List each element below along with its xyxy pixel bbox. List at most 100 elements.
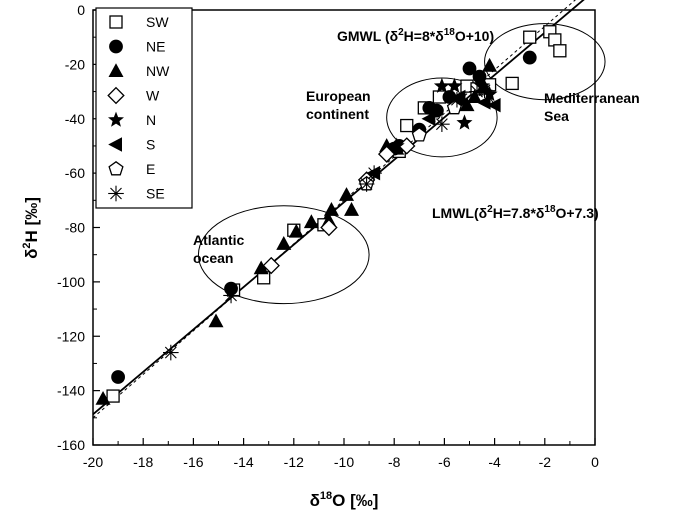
- legend-box: [95, 7, 193, 209]
- point-nw-2: [208, 313, 224, 328]
- point-s-3: [451, 89, 466, 105]
- legend-label-ne: NE: [146, 39, 165, 55]
- european-label-line2: continent: [306, 106, 369, 122]
- y-tick-label: -20: [65, 56, 85, 72]
- point-nw-15: [467, 89, 483, 103]
- point-nw-16: [482, 57, 498, 72]
- point-n-1: [388, 137, 405, 153]
- lmwl-label: LMWL(δ2H=7.8*δ18O+7.3): [432, 204, 599, 221]
- legend-marker-sw: [109, 15, 123, 29]
- point-s-4: [476, 95, 491, 110]
- point-se-2: [223, 287, 239, 304]
- point-ne-11: [522, 50, 537, 65]
- point-ne-1: [111, 370, 125, 384]
- point-w-2: [320, 218, 338, 237]
- point-sw-16: [548, 33, 562, 47]
- y-axis-title: δ2H [‰]: [21, 197, 41, 259]
- y-tick-label: -160: [57, 437, 85, 453]
- x-tick-label: 0: [591, 454, 599, 470]
- legend-marker-nw: [108, 63, 124, 77]
- point-sw-17: [553, 44, 567, 58]
- point-nw-4: [276, 236, 292, 250]
- y-tick-label: -80: [65, 220, 85, 236]
- point-nw-14: [459, 97, 475, 112]
- point-n-3: [446, 77, 463, 93]
- x-tick-label: -2: [539, 454, 552, 470]
- x-tick-label: -4: [488, 454, 501, 470]
- legend-marker-w: [107, 86, 125, 105]
- point-sw-14: [523, 30, 537, 44]
- point-se-7: [469, 83, 485, 100]
- mediterranean-label-line1: Mediterranean: [544, 90, 640, 106]
- point-e-2: [411, 127, 427, 142]
- point-nw-10: [344, 202, 360, 216]
- mediterranean-label-line2: Sea: [544, 108, 569, 124]
- point-n-4: [456, 114, 473, 130]
- y-tick-label: -120: [57, 328, 85, 344]
- meteoric-water-lines: [92, 0, 585, 419]
- x-tick-label: -12: [284, 454, 304, 470]
- point-ne-10: [472, 69, 487, 84]
- y-tick-label: -40: [65, 111, 85, 127]
- point-sw-13: [505, 76, 519, 91]
- point-sw-7: [400, 118, 414, 133]
- y-tick-label: -140: [57, 383, 85, 399]
- x-tick-label: -6: [438, 454, 451, 470]
- x-tick-label: -20: [83, 454, 103, 470]
- point-se-6: [449, 91, 465, 108]
- x-tick-label: -8: [388, 454, 401, 470]
- point-se-8: [476, 82, 493, 99]
- atlantic-label-line2: ocean: [193, 250, 233, 266]
- legend-marker-ne: [109, 39, 123, 54]
- legend-label-sw: SW: [146, 14, 169, 30]
- gmwl-label: GMWL (δ2H=8*δ18O+10): [337, 27, 494, 44]
- point-nw-6: [303, 214, 319, 229]
- region-ellipse-3: [484, 23, 606, 101]
- x-tick-label: -18: [133, 454, 153, 470]
- point-ne-8: [442, 90, 457, 104]
- point-se-3: [358, 176, 375, 192]
- point-nw-9: [339, 187, 355, 201]
- legend-label-nw: NW: [146, 63, 170, 79]
- region-ellipse-1: [197, 205, 370, 305]
- point-nw-3: [253, 260, 269, 275]
- european-label-line1: European: [306, 88, 371, 104]
- atlantic-label-line1: Atlantic: [193, 232, 245, 248]
- legend-label-n: N: [146, 112, 156, 128]
- point-nw-5: [288, 223, 304, 238]
- point-w-1: [262, 256, 280, 275]
- x-tick-label: -14: [233, 454, 253, 470]
- point-e-3: [446, 99, 463, 115]
- legend-marker-s: [108, 137, 122, 152]
- point-s-2: [421, 111, 436, 126]
- lmwl-line: [92, 0, 585, 415]
- point-n-2: [433, 77, 450, 93]
- legend-label-se: SE: [146, 186, 165, 202]
- x-axis-title: δ18O [‰]: [310, 490, 379, 510]
- y-tick-label: -100: [57, 274, 85, 290]
- legend-label-w: W: [146, 88, 160, 104]
- point-w-4: [377, 145, 396, 163]
- region-ellipses: [197, 23, 606, 305]
- point-ne-9: [462, 61, 477, 76]
- x-tick-label: -16: [183, 454, 203, 470]
- legend-marker-n: [108, 111, 124, 127]
- legend-label-s: S: [146, 137, 155, 153]
- x-tick-label: -10: [334, 454, 354, 470]
- point-s-5: [486, 97, 501, 113]
- legend-marker-e: [108, 160, 124, 176]
- legend-marker-se: [108, 185, 124, 202]
- point-nw-11: [379, 138, 395, 152]
- point-se-5: [434, 116, 450, 132]
- legend-label-e: E: [146, 161, 155, 177]
- point-nw-8: [323, 202, 339, 216]
- data-points: [95, 25, 567, 405]
- point-se-4: [366, 165, 382, 181]
- point-se-1: [163, 344, 179, 361]
- gmwl-line: [92, 0, 576, 419]
- y-tick-label: 0: [77, 2, 85, 18]
- axis-ticks: -20 -18 -16 -14 -12 -10 -8 -6 -4 -2 0-160-140-120-…: [57, 2, 599, 470]
- point-sw-1: [106, 389, 120, 403]
